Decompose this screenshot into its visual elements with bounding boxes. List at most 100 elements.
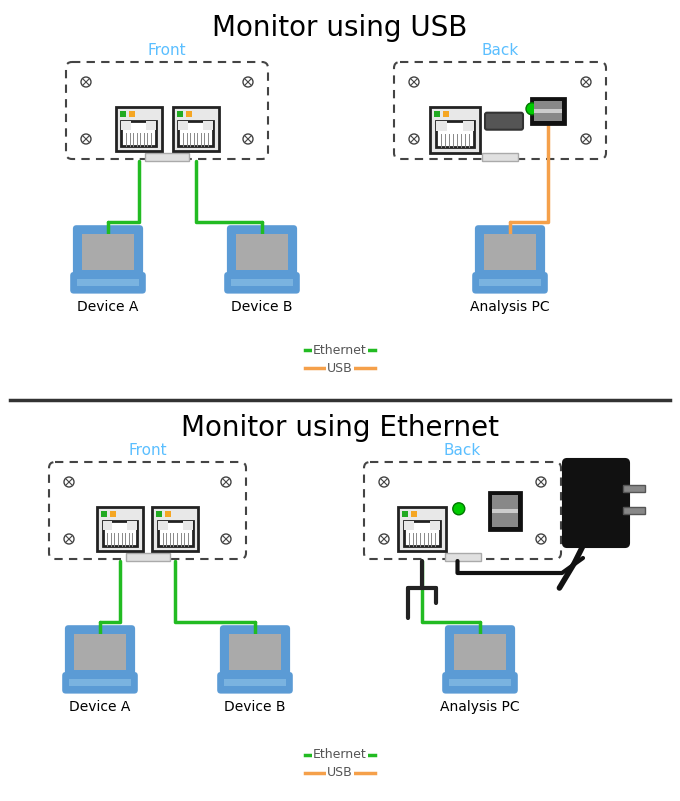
- Circle shape: [581, 134, 591, 144]
- Bar: [443, 111, 449, 116]
- Text: USB: USB: [327, 767, 353, 779]
- Bar: [534, 100, 562, 120]
- Circle shape: [64, 477, 74, 487]
- Text: Front: Front: [148, 43, 186, 58]
- FancyBboxPatch shape: [472, 272, 548, 294]
- Bar: [404, 521, 440, 546]
- Bar: [482, 153, 518, 161]
- Circle shape: [536, 534, 546, 544]
- Bar: [454, 634, 506, 670]
- Circle shape: [581, 77, 591, 87]
- FancyBboxPatch shape: [220, 626, 290, 679]
- Bar: [178, 120, 213, 146]
- Circle shape: [453, 503, 465, 515]
- Bar: [411, 510, 417, 517]
- Circle shape: [526, 103, 538, 115]
- Bar: [203, 120, 213, 131]
- FancyBboxPatch shape: [394, 62, 606, 159]
- Bar: [82, 234, 134, 270]
- Bar: [437, 120, 447, 131]
- Bar: [229, 634, 281, 670]
- Bar: [484, 234, 536, 270]
- FancyBboxPatch shape: [62, 672, 138, 694]
- Circle shape: [221, 534, 231, 544]
- Text: Analysis PC: Analysis PC: [440, 700, 520, 714]
- Bar: [492, 509, 518, 513]
- FancyBboxPatch shape: [489, 492, 521, 529]
- Bar: [224, 679, 286, 686]
- FancyBboxPatch shape: [531, 98, 565, 123]
- Bar: [145, 153, 189, 161]
- Circle shape: [409, 77, 419, 87]
- Bar: [74, 634, 126, 670]
- Bar: [183, 521, 192, 530]
- FancyBboxPatch shape: [49, 462, 246, 559]
- Bar: [445, 553, 481, 561]
- Bar: [623, 507, 645, 514]
- Bar: [158, 521, 192, 546]
- FancyBboxPatch shape: [65, 626, 135, 679]
- Bar: [120, 111, 126, 116]
- Text: Device A: Device A: [69, 700, 131, 714]
- FancyBboxPatch shape: [173, 107, 218, 151]
- Bar: [402, 510, 408, 517]
- Bar: [126, 553, 169, 561]
- Circle shape: [81, 77, 91, 87]
- Circle shape: [536, 477, 546, 487]
- FancyBboxPatch shape: [445, 626, 515, 679]
- Circle shape: [221, 477, 231, 487]
- Bar: [121, 120, 131, 131]
- Bar: [186, 111, 192, 116]
- Bar: [103, 521, 137, 546]
- Bar: [492, 494, 518, 526]
- FancyBboxPatch shape: [227, 225, 297, 280]
- Text: Analysis PC: Analysis PC: [470, 300, 550, 314]
- Bar: [178, 120, 188, 131]
- FancyBboxPatch shape: [66, 62, 268, 159]
- Bar: [109, 510, 116, 517]
- Bar: [101, 510, 107, 517]
- Circle shape: [64, 534, 74, 544]
- Bar: [127, 521, 137, 530]
- Bar: [404, 521, 414, 530]
- Circle shape: [243, 134, 253, 144]
- Circle shape: [81, 134, 91, 144]
- FancyBboxPatch shape: [475, 225, 545, 280]
- Bar: [463, 120, 474, 131]
- Circle shape: [379, 477, 389, 487]
- FancyBboxPatch shape: [563, 459, 629, 547]
- Text: Front: Front: [129, 443, 167, 458]
- FancyBboxPatch shape: [70, 272, 146, 294]
- Bar: [236, 234, 288, 270]
- Bar: [449, 679, 511, 686]
- FancyBboxPatch shape: [217, 672, 293, 694]
- Bar: [623, 485, 645, 493]
- Text: Ethernet: Ethernet: [313, 344, 367, 356]
- Bar: [103, 521, 112, 530]
- FancyBboxPatch shape: [442, 672, 517, 694]
- Bar: [231, 280, 292, 287]
- FancyBboxPatch shape: [485, 113, 523, 130]
- Bar: [165, 510, 171, 517]
- Circle shape: [243, 77, 253, 87]
- FancyBboxPatch shape: [152, 506, 199, 550]
- Text: Device A: Device A: [78, 300, 139, 314]
- FancyBboxPatch shape: [97, 506, 143, 550]
- Bar: [479, 280, 541, 287]
- Bar: [177, 111, 182, 116]
- Bar: [121, 120, 156, 146]
- Text: Back: Back: [444, 443, 481, 458]
- Bar: [434, 111, 440, 116]
- Bar: [69, 679, 131, 686]
- Bar: [78, 280, 139, 287]
- Text: USB: USB: [327, 361, 353, 375]
- Circle shape: [409, 134, 419, 144]
- FancyBboxPatch shape: [73, 225, 143, 280]
- Text: Monitor using Ethernet: Monitor using Ethernet: [181, 414, 499, 442]
- Bar: [156, 510, 163, 517]
- Text: Device B: Device B: [224, 700, 286, 714]
- FancyBboxPatch shape: [364, 462, 561, 559]
- FancyBboxPatch shape: [398, 506, 446, 550]
- Text: Ethernet: Ethernet: [313, 748, 367, 762]
- Bar: [129, 111, 135, 116]
